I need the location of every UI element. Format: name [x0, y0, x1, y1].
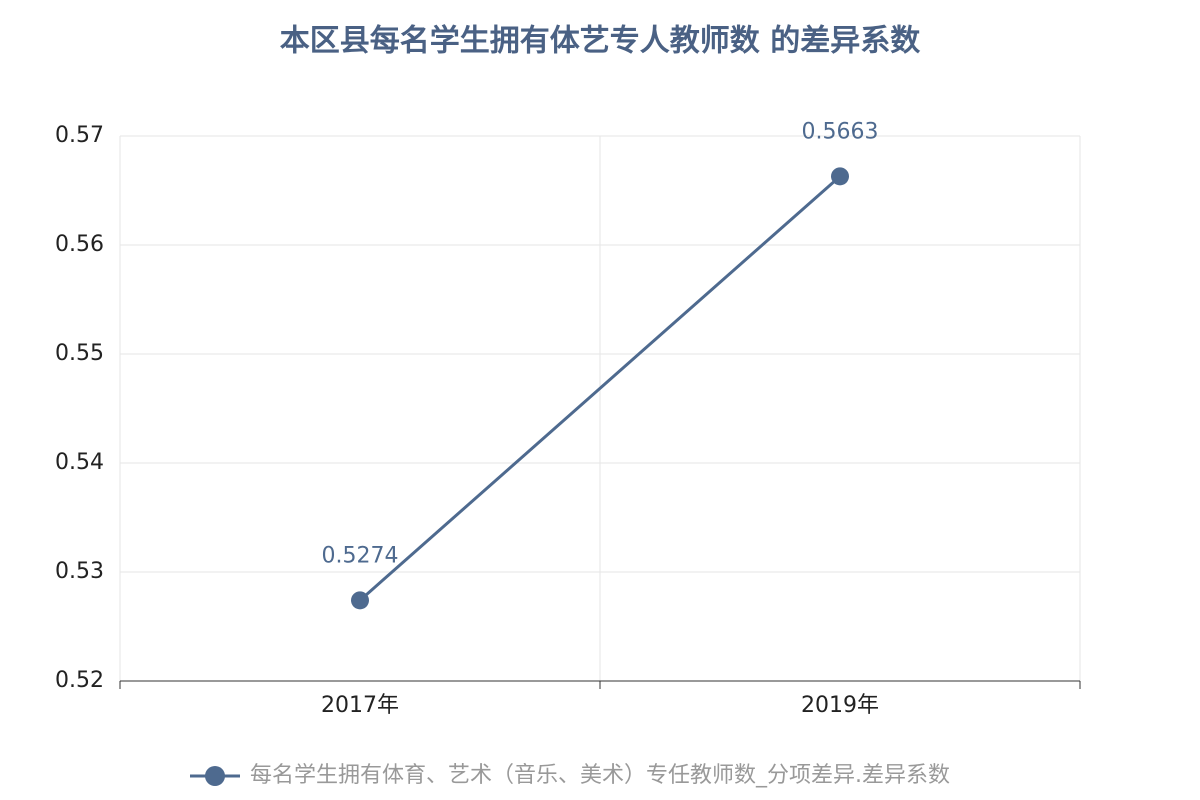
legend-label: 每名学生拥有体育、艺术（音乐、美术）专任教师数_分项差异.差异系数	[250, 763, 950, 788]
x-tick-label: 2019年	[801, 693, 879, 718]
data-label: 0.5663	[802, 119, 879, 144]
data-line	[359, 175, 841, 602]
y-tick-label: 0.56	[55, 232, 104, 257]
y-tick-label: 0.54	[55, 450, 104, 475]
x-tick-label: 2017年	[321, 693, 399, 718]
data-point	[831, 167, 849, 186]
legend-marker	[205, 766, 225, 786]
chart-title: 本区县每名学生拥有体艺专人教师数 的差异系数	[280, 24, 921, 59]
data-point	[351, 591, 369, 610]
y-tick-label: 0.52	[55, 668, 104, 693]
y-tick-label: 0.57	[55, 123, 104, 148]
y-tick-label: 0.55	[55, 341, 104, 366]
data-label: 0.5274	[322, 543, 399, 568]
y-tick-label: 0.53	[55, 559, 104, 584]
